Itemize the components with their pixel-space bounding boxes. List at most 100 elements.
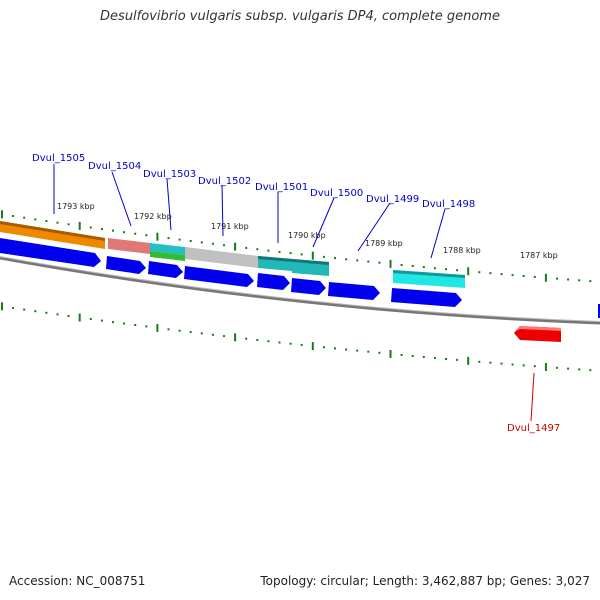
lower-tick-minor	[533, 365, 536, 368]
upper-tick-minor	[256, 248, 259, 251]
upper-tick-minor	[23, 216, 26, 219]
cds-forward-track	[0, 238, 600, 318]
leader-dvul-1498	[430, 208, 446, 259]
gene-label-dvul-1498[interactable]: Dvul_1498	[422, 199, 475, 210]
upper-tick-minor	[56, 221, 59, 224]
lower-tick-minor	[178, 329, 181, 332]
lower-tick-minor	[322, 346, 325, 349]
lower-tick-minor	[522, 364, 525, 367]
lower-tick-major	[311, 342, 314, 351]
lower-tick-major	[156, 323, 159, 332]
lower-tick-minor	[400, 354, 403, 356]
leader-dvul-1500	[312, 197, 335, 248]
cds-arrow-dvul-1498[interactable]	[391, 288, 462, 307]
cds-arrow-dvul-1503[interactable]	[148, 261, 183, 278]
upper-tick-minor	[178, 238, 181, 241]
lower-tick-minor	[556, 366, 558, 369]
upper-tick-minor	[456, 269, 459, 272]
lower-tick-minor	[56, 313, 59, 316]
lower-tick-minor	[211, 333, 214, 336]
upper-tick-major	[311, 251, 314, 260]
upper-tick-minor	[511, 274, 514, 277]
upper-tick-major	[467, 267, 470, 276]
upper-tick-minor	[478, 271, 481, 274]
cds-arrow-dvul-1505[interactable]	[0, 238, 101, 267]
feature-band-dvul-1502[interactable]	[185, 247, 258, 268]
genome-backbone	[0, 256, 600, 325]
upper-tick-minor	[100, 228, 103, 231]
tick-label-1792kbp: 1792 kbp	[134, 212, 172, 221]
upper-tick-minor	[334, 257, 336, 260]
lower-tick-minor	[300, 343, 303, 346]
accession-text: Accession: NC_008751	[9, 574, 146, 588]
lower-tick-minor	[511, 363, 514, 366]
lower-tick-minor	[223, 335, 225, 338]
lower-tick-major	[389, 349, 392, 358]
upper-tick-minor	[400, 264, 403, 266]
leader-dvul-1499	[357, 202, 391, 252]
gene-label-dvul-1505[interactable]: Dvul_1505	[32, 153, 85, 164]
genome-summary-text: Topology: circular; Length: 3,462,887 bp…	[260, 574, 590, 588]
upper-tick-minor	[112, 229, 114, 232]
lower-tick-minor	[256, 339, 259, 341]
gene-label-dvul-1497[interactable]: Dvul_1497	[507, 423, 560, 434]
lower-tick-minor	[245, 337, 248, 340]
gene-label-dvul-1502[interactable]: Dvul_1502	[198, 176, 251, 187]
tick-label-1789kbp: 1789 kbp	[365, 239, 403, 248]
upper-tick-minor	[367, 260, 370, 263]
lower-tick-minor	[123, 322, 126, 325]
upper-tick-minor	[522, 275, 525, 277]
leader-dvul-1497	[530, 372, 535, 422]
upper-tick-ring	[1, 210, 592, 283]
upper-tick-minor	[422, 266, 425, 269]
upper-tick-minor	[445, 268, 447, 271]
feature-band-track	[0, 221, 465, 288]
cds-arrow-dvul-1501[interactable]	[257, 273, 290, 290]
gene-label-dvul-1500[interactable]: Dvul_1500	[310, 188, 363, 199]
cds-arrow-dvul-1499[interactable]	[328, 282, 380, 300]
lower-tick-minor	[200, 332, 203, 335]
upper-tick-minor	[578, 279, 581, 282]
lower-tick-minor	[500, 362, 503, 365]
lower-tick-minor	[167, 328, 170, 331]
lower-tick-minor	[278, 341, 281, 344]
upper-tick-minor	[45, 220, 48, 222]
upper-tick-major	[234, 242, 237, 251]
upper-tick-minor	[278, 250, 281, 253]
upper-tick-minor	[223, 244, 225, 247]
upper-tick-minor	[167, 237, 170, 240]
lower-tick-minor	[145, 325, 148, 328]
upper-tick-minor	[89, 226, 92, 229]
upper-tick-minor	[267, 249, 270, 252]
upper-tick-minor	[34, 218, 37, 221]
lower-tick-major	[78, 313, 81, 322]
cds-arrow-dvul-1500[interactable]	[291, 278, 326, 295]
lower-tick-minor	[567, 367, 570, 370]
gene-label-dvul-1503[interactable]: Dvul_1503	[143, 169, 196, 180]
lower-tick-ring	[1, 302, 592, 372]
gene-label-dvul-1501[interactable]: Dvul_1501	[255, 182, 308, 193]
lower-tick-major	[467, 356, 470, 365]
upper-tick-major	[544, 273, 547, 282]
tick-label-1787kbp: 1787 kbp	[520, 251, 558, 260]
tick-label-1790kbp: 1790 kbp	[288, 231, 326, 240]
upper-tick-minor	[245, 246, 248, 249]
lower-tick-minor	[589, 369, 592, 372]
lower-tick-minor	[445, 358, 447, 360]
upper-tick-minor	[533, 275, 536, 278]
cds-reverse-track	[514, 326, 561, 342]
gene-label-dvul-1499[interactable]: Dvul_1499	[366, 194, 419, 205]
upper-tick-minor	[345, 258, 348, 261]
upper-tick-minor	[300, 253, 303, 256]
lower-tick-minor	[345, 348, 348, 351]
upper-tick-minor	[134, 232, 137, 235]
lower-tick-minor	[134, 324, 137, 326]
upper-tick-major	[389, 259, 392, 268]
cds-arrow-dvul-1504[interactable]	[106, 256, 146, 274]
cds-arrow-dvul-1502[interactable]	[184, 266, 254, 287]
lower-tick-minor	[456, 358, 459, 361]
gene-label-dvul-1504[interactable]: Dvul_1504	[88, 161, 141, 172]
feature-band-dvul-1504[interactable]	[108, 238, 150, 254]
upper-tick-minor	[289, 252, 292, 255]
